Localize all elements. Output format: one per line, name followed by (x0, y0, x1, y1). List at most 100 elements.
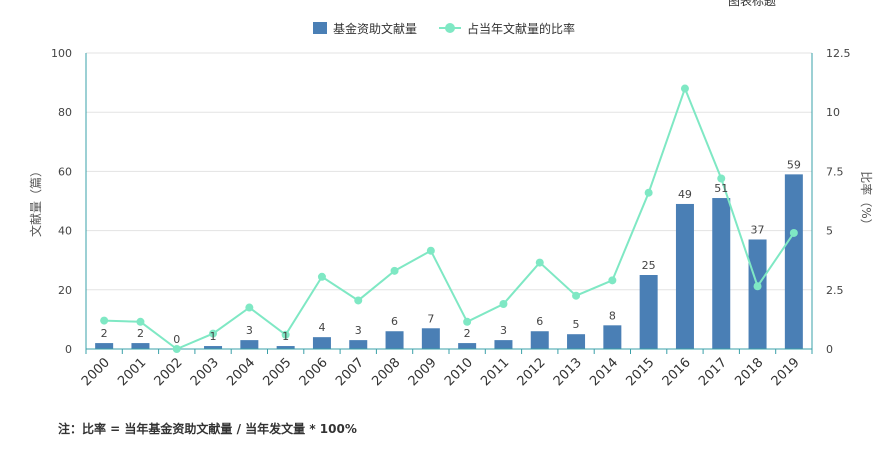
bar-data-label: 7 (427, 312, 434, 325)
bar-data-label: 4 (318, 321, 325, 334)
x-tick-label: 2009 (406, 355, 440, 389)
line-series (100, 84, 798, 353)
bar (712, 198, 731, 349)
bar-data-label: 3 (355, 324, 362, 337)
bar (276, 346, 295, 349)
x-tick-label: 2008 (369, 355, 403, 389)
ratio-point (136, 317, 145, 326)
legend-bar-swatch (312, 22, 327, 34)
x-tick-label: 2018 (732, 355, 766, 389)
bar-data-label: 2 (101, 327, 108, 340)
ratio-point (281, 330, 290, 339)
bar (421, 328, 440, 349)
x-tick-label: 2014 (587, 355, 621, 389)
y2-tick-label: 12.5 (826, 47, 851, 60)
y2-axis-title: 比率（%） (859, 171, 874, 230)
ratio-point (245, 303, 254, 312)
y-tick-label: 0 (65, 343, 72, 356)
bar-data-label: 8 (609, 309, 616, 322)
data-labels: 2 2 0 1 3 1 4 3 6 7 2 3 6 5 8 25 49 51 37 59 (101, 158, 801, 346)
bar (603, 325, 622, 349)
ratio-point (499, 300, 508, 309)
bar-data-label: 6 (391, 315, 398, 328)
bar (349, 340, 368, 349)
x-tick-label: 2019 (769, 355, 803, 389)
ratio-point (354, 296, 363, 305)
bar (131, 343, 150, 349)
x-tick-label: 2004 (224, 355, 258, 389)
bar-data-label: 3 (500, 324, 507, 337)
bar (748, 239, 767, 349)
legend-label-bar-series: 基金资助文献量 (332, 21, 417, 36)
bar-data-label: 25 (642, 259, 656, 272)
x-tick-label: 2003 (188, 355, 222, 389)
legend-line-swatch (439, 22, 461, 34)
bar (675, 203, 694, 349)
bar (204, 346, 223, 349)
x-tick-label: 2007 (333, 355, 367, 389)
bar-data-label: 3 (246, 324, 253, 337)
x-tick-label: 2005 (260, 355, 294, 389)
x-tick-label: 2016 (660, 355, 694, 389)
bar-data-label: 6 (536, 315, 543, 328)
bar-data-label: 49 (678, 188, 692, 201)
ratio-point (172, 345, 181, 353)
bar-data-label: 37 (751, 223, 765, 236)
ratio-point (100, 316, 109, 325)
ratio-point (572, 291, 581, 300)
bar (95, 343, 114, 349)
ratio-point (753, 282, 762, 291)
corner-text: 图表标题 (727, 0, 776, 8)
bar-data-label: 2 (137, 327, 144, 340)
ratio-point (608, 276, 617, 285)
bar-data-label: 59 (787, 158, 801, 171)
y2-tick-label: 10 (826, 106, 840, 119)
ratio-point (426, 246, 435, 255)
ratio-point (680, 84, 689, 93)
x-tick-label: 2002 (152, 355, 186, 389)
x-tick-label: 2001 (115, 355, 149, 389)
ratio-point (644, 188, 653, 197)
x-tick-label: 2017 (696, 355, 730, 389)
ratio-point (390, 266, 399, 275)
x-tick-label: 2006 (297, 355, 331, 389)
bar-data-label: 1 (282, 330, 289, 343)
x-tick-label: 2011 (478, 355, 512, 389)
ratio-point (209, 329, 218, 338)
bar-data-label: 2 (464, 327, 471, 340)
y2-tick-label: 5 (826, 225, 833, 238)
bar-data-label: 51 (714, 182, 728, 195)
x-tick-label: 2000 (79, 355, 113, 389)
bar (567, 334, 586, 349)
bar (639, 275, 658, 349)
y2-tick-label: 2.5 (826, 284, 844, 297)
x-tick-label: 2012 (515, 355, 549, 389)
y2-tick-label: 0 (826, 343, 833, 356)
bar-series (95, 174, 803, 349)
legend-item-line-series[interactable]: 占当年文献量的比率 (439, 20, 575, 37)
bar (784, 174, 803, 349)
y-tick-label: 100 (51, 47, 72, 60)
legend-label-line-series: 占当年文献量的比率 (467, 21, 576, 36)
ratio-line (104, 85, 795, 351)
bar (530, 331, 549, 349)
x-tick-label: 2015 (623, 355, 657, 389)
grid-lines (86, 52, 812, 291)
y-tick-label: 20 (58, 284, 72, 297)
y-tick-label: 60 (58, 165, 72, 178)
bar-data-label: 5 (573, 318, 580, 331)
bar-data-label: 1 (210, 330, 217, 343)
y-tick-label: 80 (58, 106, 72, 119)
bar (240, 340, 259, 349)
footnote: 注：比率 = 当年基金资助文献量 / 当年发文量 * 100% (58, 422, 357, 436)
legend-item-bar-series[interactable]: 基金资助文献量 (312, 20, 417, 37)
bar-data-label: 0 (173, 333, 180, 346)
ratio-point (789, 228, 798, 237)
x-tick-label: 2013 (551, 355, 585, 389)
ratio-point (535, 258, 544, 267)
ratio-point (317, 272, 326, 281)
y2-tick-label: 7.5 (826, 165, 844, 178)
y-axis-title: 文献量（篇） (28, 165, 43, 237)
